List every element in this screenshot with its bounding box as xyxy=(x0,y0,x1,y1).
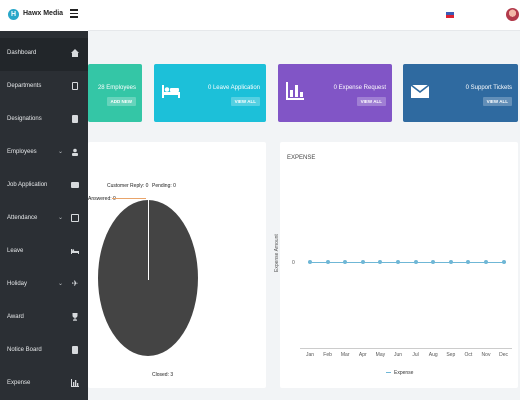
envelope-icon xyxy=(410,82,430,100)
pie-label-answered: Answered: 0 xyxy=(88,196,116,202)
pie-label-closed: Closed: 3 xyxy=(152,372,174,378)
calendar-icon xyxy=(71,214,79,222)
sidebar-item-job-application[interactable]: Job Application xyxy=(0,170,88,203)
data-point-apr[interactable] xyxy=(360,260,365,264)
sidebar-item-award[interactable]: Award xyxy=(0,302,88,335)
sidebar-item-label: Holiday xyxy=(7,281,28,287)
leave-application-card: 0 Leave Application VIEW ALL xyxy=(154,64,266,122)
view-all-expense-button[interactable]: VIEW ALL xyxy=(356,97,386,106)
sidebar-item-dashboard[interactable]: Dashboard xyxy=(0,38,88,71)
home-icon xyxy=(71,49,79,57)
card-title: 0 Expense Request xyxy=(333,85,386,91)
sidebar-item-label: Notice Board xyxy=(7,347,42,353)
sidebar-item-label: Designations xyxy=(7,116,42,122)
data-point-may[interactable] xyxy=(378,260,383,264)
sidebar-item-label: Employees xyxy=(7,149,37,155)
pie-leader-line xyxy=(112,198,146,199)
chevron-down-icon: ⌄ xyxy=(58,149,64,155)
chevron-down-icon: ⌄ xyxy=(58,215,64,221)
data-point-aug[interactable] xyxy=(431,260,436,264)
language-flag-icon[interactable] xyxy=(446,12,454,18)
x-tick-jul: Jul xyxy=(412,352,419,358)
x-tick-dec: Dec xyxy=(499,352,509,358)
x-tick-jun: Jun xyxy=(393,352,403,358)
building-icon xyxy=(72,82,78,90)
data-point-mar[interactable] xyxy=(343,260,348,264)
pie-label-customer-reply: Customer Reply: 0 xyxy=(107,183,149,189)
sidebar-item-label: Departments xyxy=(7,83,42,89)
employees-card: 28 Employees ADD NEW xyxy=(88,64,142,122)
data-point-feb[interactable] xyxy=(325,260,330,264)
plane-icon: ✈ xyxy=(71,279,79,288)
tickets-pie-panel: Customer Reply: 0 Pending: 0 Answered: 0… xyxy=(88,142,266,388)
sidebar-item-leave[interactable]: Leave xyxy=(0,236,88,269)
series-line-expense xyxy=(308,262,506,263)
legend-swatch xyxy=(386,372,391,374)
bed-icon xyxy=(162,82,180,100)
chevron-down-icon: ⌄ xyxy=(58,281,64,287)
bar-chart-icon xyxy=(71,379,79,387)
card-title: 0 Leave Application xyxy=(207,85,260,91)
sidebar-item-label: Job Application xyxy=(7,182,48,188)
briefcase-icon xyxy=(71,182,79,188)
data-point-jul[interactable] xyxy=(413,260,418,264)
x-tick-aug: Aug xyxy=(428,352,438,358)
card-title: 28 Employees xyxy=(97,85,136,91)
trophy-icon xyxy=(71,313,79,321)
support-tickets-card: 0 Support Tickets VIEW ALL xyxy=(403,64,518,122)
data-point-jan[interactable] xyxy=(308,260,312,264)
sidebar-item-holiday[interactable]: Holiday ⌄ ✈ xyxy=(0,269,88,302)
id-card-icon xyxy=(72,115,78,123)
x-tick-feb: Feb xyxy=(323,352,332,358)
view-all-leave-button[interactable]: VIEW ALL xyxy=(230,97,260,106)
data-point-sep[interactable] xyxy=(448,260,453,264)
expense-chart-panel: EXPENSE Expense Amount 0 Jan Feb Mar Apr May… xyxy=(274,142,518,388)
card-title: 0 Support Tickets xyxy=(465,85,512,91)
x-tick-oct: Oct xyxy=(464,352,473,358)
data-point-jun[interactable] xyxy=(396,260,400,264)
bed-icon xyxy=(71,247,79,255)
view-all-tickets-button[interactable]: VIEW ALL xyxy=(482,97,512,106)
data-point-oct[interactable] xyxy=(466,260,471,264)
expense-request-card: 0 Expense Request VIEW ALL xyxy=(278,64,392,122)
sidebar-item-departments[interactable]: Departments xyxy=(0,71,88,104)
chart-legend[interactable]: Expense xyxy=(386,370,413,376)
x-tick-may: May xyxy=(375,352,386,358)
sidebar-item-label: Dashboard xyxy=(7,50,37,56)
x-tick-nov: Nov xyxy=(481,352,491,358)
pie-slice-separator xyxy=(148,200,149,280)
sidebar-item-label: Expense xyxy=(7,380,31,386)
sidebar-item-label: Leave xyxy=(7,248,24,254)
sidebar-item-expense[interactable]: Expense xyxy=(0,368,88,400)
sidebar-item-label: Attendance xyxy=(7,215,38,221)
notice-icon xyxy=(72,346,78,354)
sidebar: Dashboard Departments Designations Emplo… xyxy=(0,31,88,400)
sidebar-item-notice-board[interactable]: Notice Board xyxy=(0,335,88,368)
sidebar-item-designations[interactable]: Designations xyxy=(0,104,88,137)
y-axis-label: Expense Amount xyxy=(274,234,280,272)
legend-label: Expense xyxy=(394,370,414,376)
brand-logo: H xyxy=(8,9,19,20)
x-tick-sep: Sep xyxy=(446,352,456,358)
x-axis-line xyxy=(300,348,512,349)
pie-label-pending: Pending: 0 xyxy=(152,183,176,189)
brand[interactable]: H Hawx Media xyxy=(0,0,88,31)
users-icon xyxy=(71,148,79,156)
sidebar-item-attendance[interactable]: Attendance ⌄ xyxy=(0,203,88,236)
add-new-button[interactable]: ADD NEW xyxy=(106,97,136,106)
x-tick-apr: Apr xyxy=(358,352,367,358)
brand-name: Hawx Media xyxy=(23,10,64,17)
top-bar: H Hawx Media xyxy=(0,0,520,31)
sidebar-item-employees[interactable]: Employees ⌄ xyxy=(0,137,88,170)
x-tick-mar: Mar xyxy=(340,352,350,358)
sidebar-item-label: Award xyxy=(7,314,24,320)
x-tick-jan: Jan xyxy=(305,352,315,358)
menu-toggle-icon[interactable] xyxy=(70,9,78,19)
panel-title: EXPENSE xyxy=(287,155,316,161)
data-point-nov[interactable] xyxy=(484,260,488,264)
y-tick-label: 0 xyxy=(292,260,295,266)
user-avatar[interactable] xyxy=(506,8,519,21)
data-point-dec[interactable] xyxy=(501,260,506,264)
bar-chart-icon xyxy=(286,82,304,100)
